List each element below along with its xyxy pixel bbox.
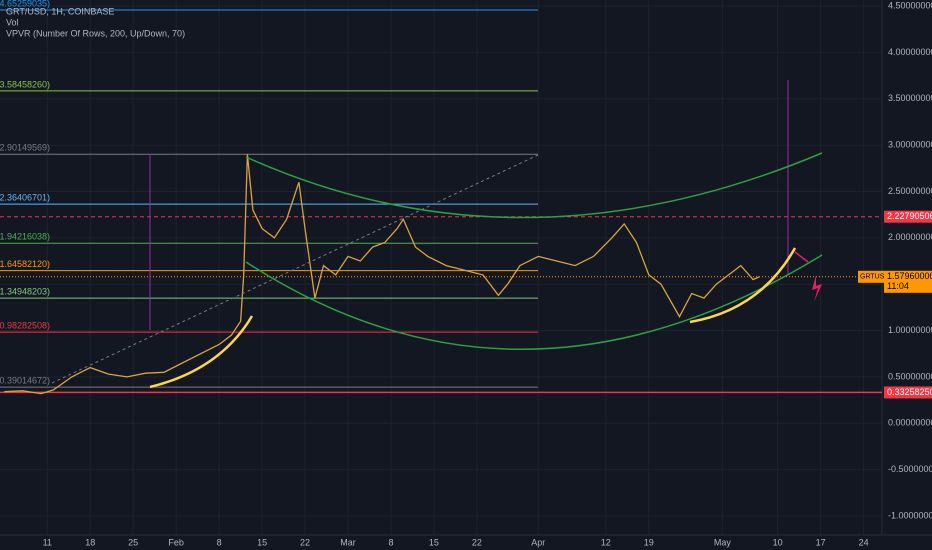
y-tick-label: -1.00000000 — [888, 510, 932, 520]
price-label: 1.57960000 — [887, 271, 932, 281]
fib-label: 0.5(1.64582120) — [0, 259, 50, 269]
x-tick-label: 19 — [644, 537, 654, 547]
subtitle: VPVR (Number Of Rows, 200, Up/Down, 70) — [6, 28, 185, 38]
x-tick-label: 15 — [429, 537, 439, 547]
level-badge — [884, 210, 932, 223]
channel-curve — [245, 152, 823, 219]
fib-label: 0.382(1.34948203) — [0, 287, 50, 297]
grid — [0, 0, 882, 535]
level-label: 0.33258250 — [887, 387, 932, 397]
x-tick-label: 25 — [128, 537, 138, 547]
x-tick-label: Mar — [340, 537, 356, 547]
price-line — [4, 154, 760, 395]
price-symbol-badge — [858, 270, 884, 283]
y-tick-label: -0.50000000 — [888, 464, 932, 474]
x-tick-label: 22 — [472, 537, 482, 547]
chart-title: GRT/USD, 1H, COINBASE — [6, 6, 114, 16]
y-tick-label: 1.00000000 — [888, 325, 932, 335]
fib-label: 0.236(0.98282508) — [0, 321, 50, 331]
fib-label: 1.272(3.58458260) — [0, 79, 50, 89]
curve-highlight — [689, 247, 797, 324]
lightning-icon — [812, 275, 822, 302]
price-time: 11:04 — [887, 281, 909, 291]
x-tick-label: 15 — [257, 537, 267, 547]
fib-label: 0.618(1.94216038) — [0, 232, 50, 242]
x-tick-label: 18 — [85, 537, 95, 547]
x-tick-label: 8 — [217, 537, 222, 547]
arrow — [794, 251, 809, 263]
y-tick-label: 0.50000000 — [888, 371, 932, 381]
x-tick-label: 11 — [43, 537, 52, 547]
curve-highlight — [149, 315, 254, 389]
x-tick-label: Apr — [531, 537, 545, 547]
x-tick-label: Feb — [168, 537, 184, 547]
fib-levels: 1.618(4.65259035) 1.272(3.58458260) 1(2.90… — [0, 0, 538, 388]
subtitle: Vol — [6, 17, 19, 27]
fib-label: 0.786(2.36406701) — [0, 192, 50, 202]
x-tick-label: 22 — [300, 537, 310, 547]
y-tick-label: 0.00000000 — [888, 418, 932, 428]
y-tick-label: 3.50000000 — [888, 93, 932, 103]
y-tick-label: 2.50000000 — [888, 186, 932, 196]
y-tick-label: 2.00000000 — [888, 232, 932, 242]
axes: 4.50000000 4.00000000 3.50000000 3.00000000… — [43, 0, 932, 547]
fib-label: 1(2.90149569) — [0, 143, 50, 153]
fib-label: 1.618(4.65259035) — [0, 0, 50, 8]
level-badge — [884, 386, 932, 399]
x-tick-label: 12 — [601, 537, 611, 547]
plot — [0, 154, 882, 395]
x-tick-label: May — [714, 537, 732, 547]
y-tick-label: 4.00000000 — [888, 47, 932, 57]
fib-label: 0(0.39014672) — [0, 375, 50, 385]
x-tick-label: 17 — [816, 537, 826, 547]
y-tick-label: 4.50000000 — [888, 0, 932, 10]
x-tick-label: 24 — [859, 537, 869, 547]
x-tick-label: 8 — [388, 537, 393, 547]
x-tick-label: 10 — [773, 537, 783, 547]
level-label: 2.22790506 — [887, 211, 932, 221]
price-badge — [884, 270, 932, 293]
channel-curve — [245, 254, 823, 350]
y-tick-label: 3.00000000 — [888, 139, 932, 149]
price-symbol: GRTUSD — [860, 274, 889, 281]
